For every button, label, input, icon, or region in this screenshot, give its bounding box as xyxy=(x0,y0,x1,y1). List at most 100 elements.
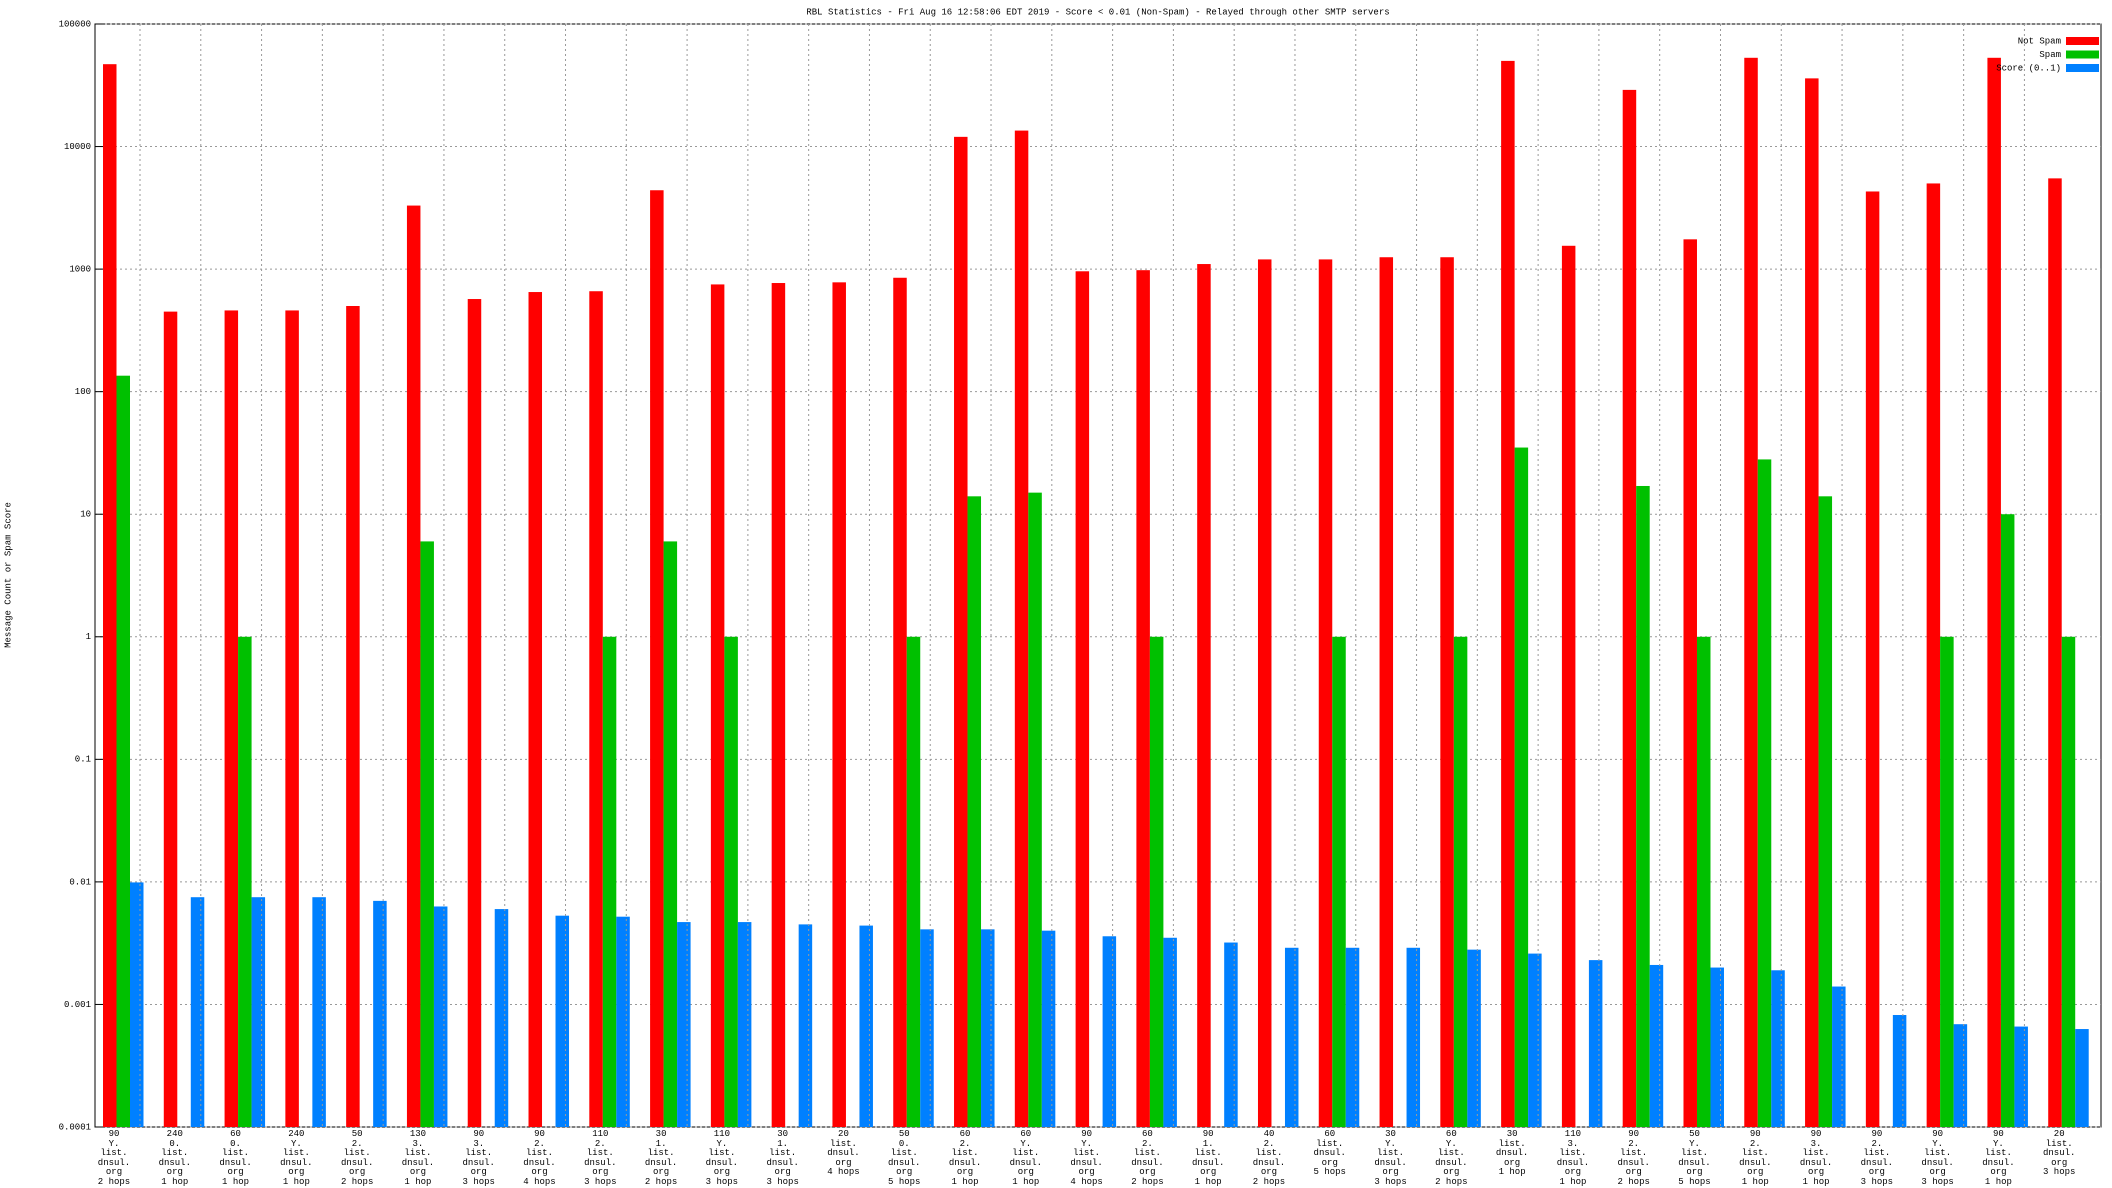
y-tick-label: 0.001 xyxy=(64,1000,91,1010)
bar xyxy=(555,915,570,1127)
bar xyxy=(1028,492,1042,1128)
bar xyxy=(2075,1029,2089,1127)
bar xyxy=(1926,183,1941,1127)
bar xyxy=(433,906,448,1127)
bar xyxy=(224,310,239,1127)
bar xyxy=(1892,1015,1907,1127)
bar xyxy=(677,922,691,1127)
bar xyxy=(981,929,995,1127)
y-tick-label: 100000 xyxy=(59,19,91,29)
bar xyxy=(420,541,434,1127)
bar xyxy=(251,897,266,1127)
bar xyxy=(1284,947,1299,1127)
bar xyxy=(1757,459,1772,1127)
bar xyxy=(906,636,921,1127)
x-tick-label: 110 3. list. dnsul. org 1 hop xyxy=(1556,1129,1590,1187)
bar xyxy=(528,292,543,1127)
bar xyxy=(663,541,678,1127)
bar xyxy=(1865,191,1880,1128)
bar xyxy=(1102,936,1117,1127)
bar xyxy=(771,283,786,1127)
bar xyxy=(1501,60,1515,1127)
x-tick-label: 90 Y. list. dnsul. org 4 hops xyxy=(1070,1129,1103,1187)
bar xyxy=(1440,257,1454,1127)
bar xyxy=(1332,636,1346,1127)
x-tick-label: 90 3. list. dnsul. org 3 hops xyxy=(462,1129,495,1187)
x-tick-label: 110 Y. list. dnsul. org 3 hops xyxy=(705,1129,739,1187)
y-tick-label: 0.1 xyxy=(75,755,91,765)
bar xyxy=(1197,264,1211,1127)
bar xyxy=(190,897,205,1127)
x-tick-label: 240 0. list. dnsul. org 1 hop xyxy=(158,1129,191,1187)
x-tick-label: 90 3. list. dnsul. org 1 hop xyxy=(1799,1129,1833,1187)
bar xyxy=(710,284,725,1127)
bar xyxy=(1379,257,1394,1127)
x-tick-label: 90 2. list. dnsul. org 4 hops xyxy=(523,1129,556,1187)
bar xyxy=(312,897,326,1127)
bar xyxy=(1345,947,1360,1127)
legend-label: Spam xyxy=(2039,50,2061,60)
legend-swatch xyxy=(2066,50,2099,59)
bar xyxy=(1805,78,1819,1128)
bar xyxy=(1224,942,1238,1127)
bar xyxy=(1467,949,1481,1127)
bar xyxy=(2014,1026,2028,1127)
plot-area xyxy=(94,23,2102,1128)
x-tick-label: 60 Y. list. dnsul. org 2 hops xyxy=(1435,1129,1468,1187)
legend-label: Score (0..1) xyxy=(1996,63,2061,73)
bar xyxy=(1514,447,1529,1127)
y-tick-label: 100 xyxy=(75,387,91,397)
bar xyxy=(1622,89,1637,1127)
x-tick-label: 50 2. list. dnsul. org 2 hops xyxy=(340,1129,374,1187)
x-tick-label: 30 1. list. dnsul. org 2 hops xyxy=(644,1129,678,1187)
x-tick-label: 90 2. list. dnsul. org 2 hops xyxy=(1617,1129,1650,1187)
bar xyxy=(1163,937,1177,1127)
x-tick-label: 90 Y. list. dnsul. org 3 hops xyxy=(1921,1129,1954,1187)
bar xyxy=(1528,953,1542,1127)
x-tick-label: 60 0. list. dnsul. org 1 hop xyxy=(219,1129,252,1187)
bar xyxy=(1696,636,1711,1127)
bar xyxy=(1136,270,1150,1127)
x-tick-label: 50 0. list. dnsul. org 5 hops xyxy=(888,1129,921,1187)
bar xyxy=(2048,178,2062,1127)
bar xyxy=(1744,57,1758,1128)
bar xyxy=(589,291,603,1127)
bar xyxy=(1257,259,1272,1128)
bar xyxy=(1149,636,1164,1127)
bar xyxy=(798,924,813,1127)
bar xyxy=(1636,485,1650,1127)
y-tick-label: 10 xyxy=(80,510,91,520)
y-tick-label: 1 xyxy=(86,632,91,642)
x-tick-label: 30 1. list. dnsul. org 3 hops xyxy=(766,1129,799,1187)
bar xyxy=(1014,130,1029,1128)
x-tick-label: 90 1. list. dnsul. org 1 hop xyxy=(1191,1129,1225,1187)
bar xyxy=(1953,1024,1968,1127)
x-tick-label: 130 3. list. dnsul. org 1 hop xyxy=(401,1129,435,1187)
bar xyxy=(130,882,144,1127)
bar xyxy=(1832,986,1846,1127)
y-tick-label: 1000 xyxy=(69,264,91,274)
bar xyxy=(103,64,117,1127)
x-tick-label: 20 list. dnsul. org 4 hops xyxy=(827,1129,860,1177)
bar xyxy=(467,299,482,1127)
bar xyxy=(1649,964,1664,1127)
bar xyxy=(494,909,509,1127)
bar xyxy=(602,636,617,1127)
x-tick-label: 90 2. list. dnsul. org 3 hops xyxy=(1860,1129,1894,1187)
bar xyxy=(893,277,907,1127)
bar xyxy=(1041,930,1056,1127)
bar xyxy=(650,190,664,1127)
bar xyxy=(1710,967,1724,1127)
y-tick-label: 0.0001 xyxy=(59,1122,91,1132)
bar xyxy=(832,282,846,1127)
x-tick-label: 240 Y. list. dnsul. org 1 hop xyxy=(280,1129,313,1187)
x-tick-label: 90 Y. list. dnsul. org 2 hops xyxy=(97,1129,131,1187)
bar xyxy=(1588,960,1603,1127)
bar xyxy=(920,929,934,1127)
x-tick-label: 110 2. list. dnsul. org 3 hops xyxy=(584,1129,617,1187)
x-tick-label: 60 2. list. dnsul. org 2 hops xyxy=(1131,1129,1164,1187)
bar xyxy=(116,375,130,1127)
bar xyxy=(2061,636,2076,1127)
bar xyxy=(859,925,873,1127)
